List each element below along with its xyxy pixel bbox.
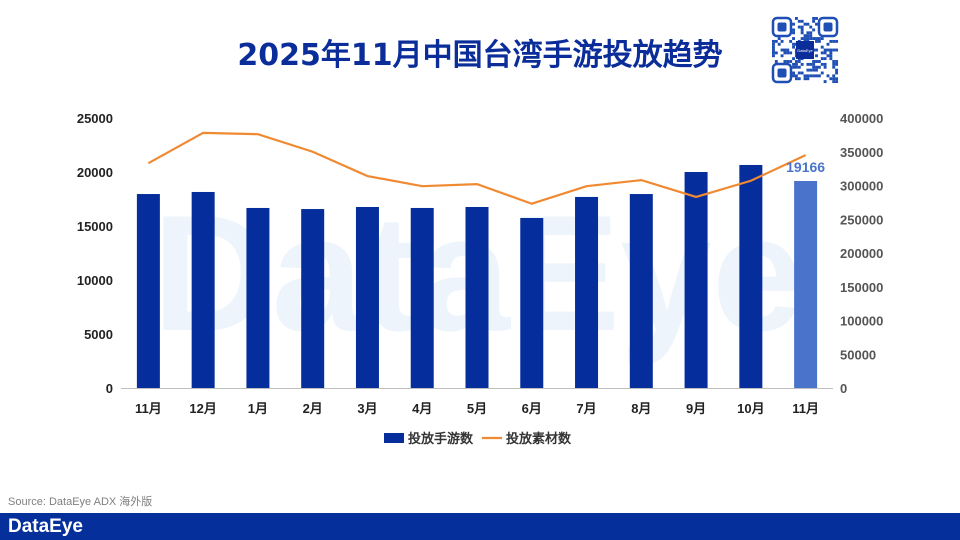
x-tick: 11月 — [135, 401, 162, 416]
y-right-tick: 250000 — [840, 212, 883, 227]
bar — [520, 218, 544, 388]
x-tick: 1月 — [248, 401, 268, 416]
page-title: 2025年11月中国台湾手游投放趋势 — [237, 38, 723, 73]
bar — [191, 191, 215, 388]
bar — [684, 172, 708, 388]
data-label: 19166 — [786, 159, 825, 175]
bar — [629, 194, 653, 388]
y-right-tick: 150000 — [840, 280, 883, 295]
y-right-tick: 0 — [840, 381, 847, 396]
qr-code: DataEye — [771, 16, 839, 84]
legend-bar-swatch — [384, 433, 404, 443]
y-left-tick: 15000 — [77, 219, 113, 234]
bar — [410, 207, 434, 388]
y-right-tick: 400000 — [840, 111, 883, 126]
x-tick: 3月 — [357, 401, 377, 416]
y-right-tick: 200000 — [840, 246, 883, 261]
bar — [301, 209, 325, 388]
x-tick: 11月 — [792, 401, 819, 416]
y-right-tick: 300000 — [840, 179, 883, 194]
x-tick: 9月 — [686, 401, 706, 416]
x-tick: 5月 — [467, 401, 487, 416]
bar — [739, 164, 763, 388]
y-right-tick: 100000 — [840, 314, 883, 329]
x-tick: 6月 — [522, 401, 542, 416]
legend-bar-label: 投放手游数 — [408, 431, 474, 446]
source-note: Source: DataEye ADX 海外版 — [8, 496, 153, 508]
svg-text:DataEye: DataEye — [797, 48, 813, 53]
y-left-tick: 5000 — [84, 327, 113, 342]
y-left-tick: 20000 — [77, 165, 113, 180]
y-left-tick: 0 — [106, 381, 113, 396]
x-tick: 4月 — [412, 401, 432, 416]
y-right-tick: 350000 — [840, 145, 883, 160]
y-right-tick: 50000 — [840, 347, 876, 362]
bar — [355, 206, 379, 388]
x-tick: 2月 — [303, 401, 323, 416]
bar — [465, 206, 489, 388]
footer-logo: DataEye — [8, 516, 83, 537]
x-tick: 12月 — [189, 401, 216, 416]
footer-bar: DataEye — [0, 513, 960, 540]
x-tick: 7月 — [576, 401, 596, 416]
legend-line-label: 投放素材数 — [506, 431, 572, 446]
bar — [246, 207, 270, 388]
bar — [136, 194, 160, 388]
x-tick: 8月 — [631, 401, 651, 416]
y-left-tick: 25000 — [77, 111, 113, 126]
bar — [794, 181, 818, 388]
bar — [575, 196, 599, 388]
x-tick: 10月 — [737, 401, 764, 416]
y-left-tick: 10000 — [77, 273, 113, 288]
